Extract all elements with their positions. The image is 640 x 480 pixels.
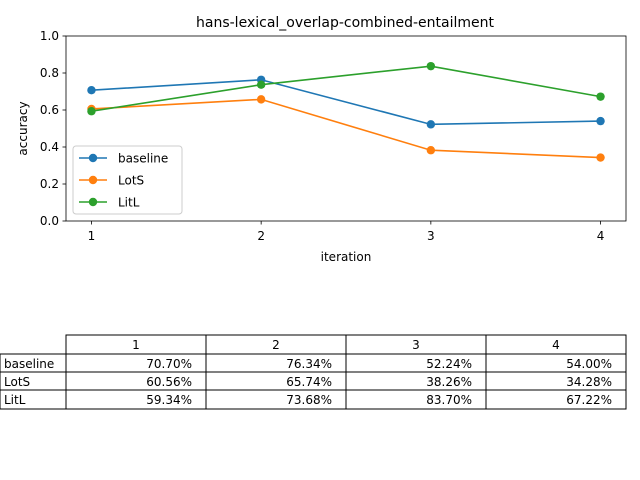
data-point-LotS: [256, 95, 266, 104]
table-row-label: LitL: [4, 393, 26, 407]
legend-marker-LitL: [88, 197, 98, 207]
table-column-header: 1: [132, 338, 140, 352]
legend-marker-baseline: [88, 153, 98, 163]
x-tick-label: 2: [257, 229, 265, 243]
data-point-LitL: [426, 61, 436, 71]
plot-lines: [87, 61, 605, 162]
data-point-LitL: [596, 92, 605, 101]
data-point-baseline: [87, 86, 96, 95]
table-cell: 73.68%: [286, 393, 332, 407]
table-cell: 83.70%: [426, 393, 472, 407]
table-cell: 38.26%: [426, 375, 472, 389]
plot-frame: [65, 35, 627, 222]
data-point-baseline: [596, 116, 605, 126]
y-tick-label: 1.0: [40, 29, 59, 43]
legend: baseline LotS LitL: [72, 145, 183, 215]
legend-label: LotS: [118, 174, 144, 188]
series-line-baseline: [91, 78, 601, 126]
table-column-header: 4: [552, 338, 560, 352]
data-point-LitL: [87, 107, 96, 116]
table-row: [0, 389, 627, 410]
table-column-header: 2: [272, 338, 280, 352]
data-point-LotS: [426, 146, 436, 155]
legend-label: baseline: [118, 152, 168, 166]
table-cell: 54.00%: [566, 357, 612, 371]
table-cell: 60.56%: [146, 375, 192, 389]
y-tick-label: 0.6: [40, 103, 59, 117]
y-axis-label: accuracy: [16, 101, 30, 155]
data-point-baseline: [426, 120, 436, 129]
table-column-header: 3: [412, 338, 420, 352]
data-point-LotS: [596, 153, 605, 162]
table-cell: 52.24%: [426, 357, 472, 371]
table-cell: 67.22%: [566, 393, 612, 407]
x-tick-label: 4: [597, 229, 605, 243]
x-tick-label: 1: [88, 229, 96, 243]
table-cell: 59.34%: [146, 393, 192, 407]
data-table: 1 2 3 4 baseline 70.70% 76.34% 52.24% 54.00% LotS…: [0, 334, 627, 410]
series-line-LitL: [91, 65, 601, 113]
legend-marker-LotS: [88, 175, 98, 185]
x-tick-label: 3: [427, 229, 435, 243]
x-axis-label: iteration: [321, 250, 372, 264]
y-tick-label: 0.8: [40, 66, 59, 80]
table-cell: 70.70%: [146, 357, 192, 371]
chart-title: hans-lexical_overlap-combined-entailment: [196, 15, 494, 31]
legend-box: [72, 145, 183, 215]
axes: 0.0 0.2 0.4 0.6 0.8 1.0 1 2 3 4 iteration accuracy: [16, 29, 627, 264]
y-tick-label: 0.4: [40, 140, 59, 154]
table-row-label: LotS: [4, 375, 30, 389]
legend-label: LitL: [118, 196, 140, 210]
table-cell: 34.28%: [566, 375, 612, 389]
table-cell: 65.74%: [286, 375, 332, 389]
series-line-LotS: [91, 98, 601, 159]
table-row-label: baseline: [4, 357, 54, 371]
data-point-LitL: [256, 80, 266, 89]
y-tick-label: 0.0: [40, 214, 59, 228]
table-cell: 76.34%: [286, 357, 332, 371]
y-tick-label: 0.2: [40, 177, 59, 191]
